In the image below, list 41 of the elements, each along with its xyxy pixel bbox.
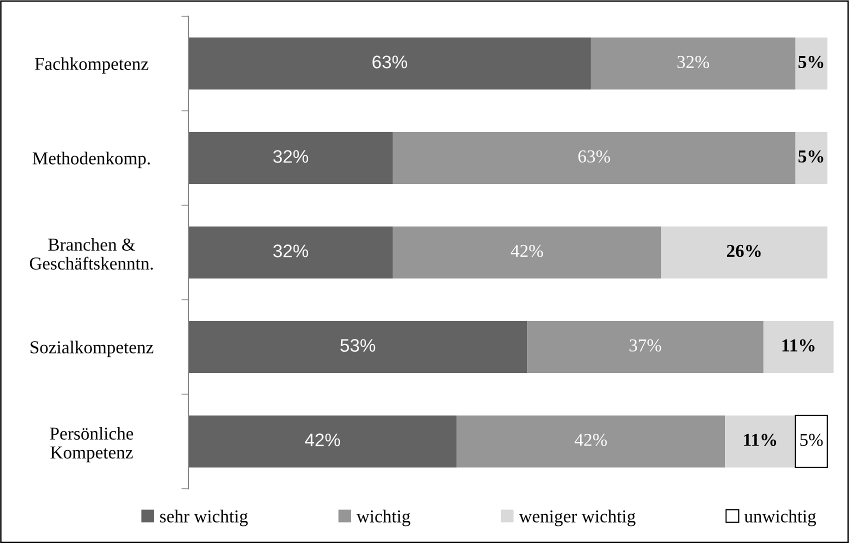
- bar: [661, 226, 828, 278]
- legend-label: unwichtig: [744, 510, 816, 526]
- legend-label: wichtig: [356, 510, 410, 526]
- y-tick-label: Sozialkompetenz: [30, 340, 154, 358]
- data-label: 5%: [798, 150, 824, 163]
- bar: [725, 415, 796, 468]
- data-label: 11%: [782, 339, 814, 352]
- data-label: 42%: [304, 434, 340, 446]
- data-label: 5%: [800, 434, 823, 446]
- bar: [188, 320, 528, 373]
- bar: [456, 415, 726, 468]
- bar: [527, 320, 764, 373]
- bar: [188, 415, 457, 468]
- bar: [392, 132, 796, 184]
- data-label: 42%: [510, 244, 543, 258]
- legend-label: weniger wichtig: [518, 510, 636, 526]
- bar: [794, 414, 828, 468]
- bar: [763, 320, 834, 373]
- bar: [188, 38, 591, 90]
- data-label: 32%: [273, 244, 308, 258]
- bar: [795, 38, 828, 90]
- bar: [188, 226, 393, 278]
- data-label: 42%: [574, 434, 607, 446]
- data-label: 11%: [744, 434, 776, 446]
- data-label: 32%: [677, 56, 710, 68]
- bar: [795, 132, 828, 184]
- bar: [590, 38, 796, 90]
- data-label: 63%: [578, 150, 610, 163]
- y-tick-label: Persönliche Kompetenz: [50, 427, 134, 462]
- data-label: 5%: [798, 56, 824, 68]
- legend-label: sehr wichtig: [160, 510, 248, 526]
- data-label: 53%: [340, 339, 376, 352]
- y-tick-label: Methodenkomp.: [32, 152, 150, 168]
- y-tick-label: Fachkompetenz: [34, 57, 148, 74]
- data-label: 63%: [372, 56, 408, 68]
- data-label: 32%: [273, 150, 308, 163]
- bar: [392, 226, 662, 278]
- bar: [188, 132, 393, 184]
- y-tick-label: Branchen & Geschäftskenntn.: [30, 238, 153, 270]
- data-label: 37%: [630, 339, 662, 352]
- data-label: 26%: [726, 244, 761, 258]
